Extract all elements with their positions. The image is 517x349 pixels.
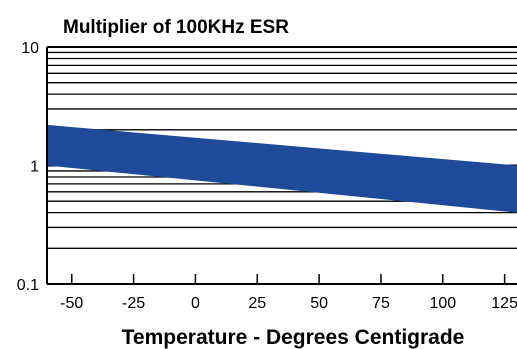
x-axis-label: Temperature - Degrees Centigrade (122, 326, 465, 349)
x-tick-label: 75 (372, 295, 390, 312)
x-tick-label: 0 (191, 295, 200, 312)
chart-title: Multiplier of 100KHz ESR (63, 17, 289, 38)
x-ticks: -50 -25 0 25 50 75 100 125 (60, 274, 517, 312)
x-tick-label: 125 (491, 295, 517, 312)
y-tick-label: 1 (30, 159, 39, 176)
x-tick-label: 100 (429, 295, 456, 312)
x-tick-label: -50 (60, 295, 83, 312)
x-tick-label: 25 (248, 295, 266, 312)
x-tick-label: -25 (122, 295, 145, 312)
y-ticks: 10 1 0.1 (17, 40, 39, 294)
x-tick-label: 50 (310, 295, 328, 312)
esr-band (47, 124, 517, 213)
y-tick-label: 10 (21, 40, 39, 57)
y-tick-label: 0.1 (17, 277, 39, 294)
